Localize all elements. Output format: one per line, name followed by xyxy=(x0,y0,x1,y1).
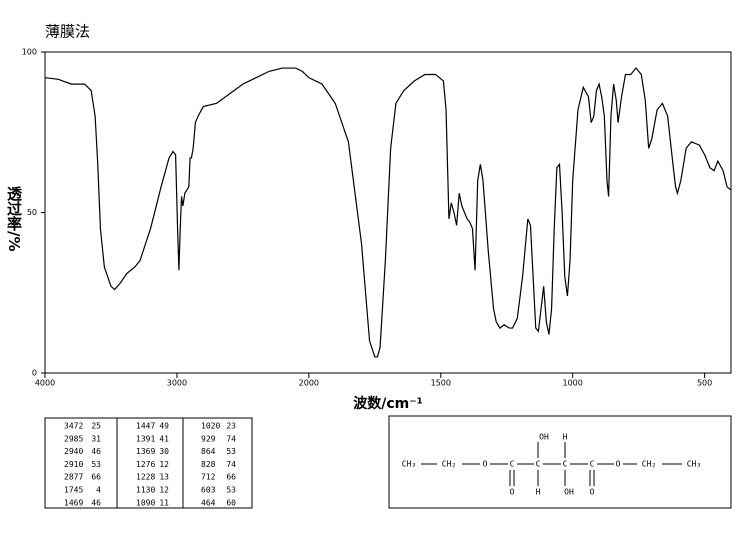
x-tick-label: 4000 xyxy=(35,379,55,388)
table-cell: 2877 xyxy=(64,473,83,482)
y-tick-label: 0 xyxy=(32,369,37,378)
table-cell: 25 xyxy=(91,422,101,431)
table-cell: 712 xyxy=(201,473,216,482)
table-cell: 1391 xyxy=(136,434,155,443)
table-cell: 1020 xyxy=(201,422,220,431)
table-cell: 2940 xyxy=(64,447,83,456)
atom-label: O xyxy=(616,460,621,469)
atom-label: CH₃ xyxy=(687,460,701,469)
atom-label: C xyxy=(590,460,595,469)
table-cell: 53 xyxy=(91,460,101,469)
table-cell: 11 xyxy=(159,498,169,507)
chart-title: 薄膜法 xyxy=(45,23,90,41)
table-cell: 60 xyxy=(226,498,236,507)
table-cell: 603 xyxy=(201,486,216,495)
atom-label: OH xyxy=(539,433,549,442)
atom-label: OH xyxy=(564,488,574,497)
x-tick-label: 500 xyxy=(697,379,712,388)
table-cell: 23 xyxy=(226,422,236,431)
y-tick-label: 100 xyxy=(22,48,37,57)
atom-label: H xyxy=(536,488,541,497)
table-cell: 46 xyxy=(91,498,101,507)
table-cell: 929 xyxy=(201,434,216,443)
atom-label: O xyxy=(590,488,595,497)
structure-frame xyxy=(388,415,732,509)
x-tick-label: 1000 xyxy=(563,379,583,388)
table-cell: 1228 xyxy=(136,473,155,482)
table-cell: 30 xyxy=(159,447,169,456)
table-cell: 1745 xyxy=(64,486,83,495)
table-cell: 46 xyxy=(91,447,101,456)
atom-label: C xyxy=(510,460,515,469)
structure xyxy=(388,415,732,509)
table-cell: 1090 xyxy=(136,498,155,507)
table-cell: 4 xyxy=(96,486,101,495)
table-cell: 49 xyxy=(159,422,169,431)
x-tick-label: 3000 xyxy=(167,379,187,388)
table-cell: 2985 xyxy=(64,434,83,443)
x-tick-label: 1500 xyxy=(431,379,451,388)
table-cell: 53 xyxy=(226,447,236,456)
atom-label: CH₂ xyxy=(642,460,656,469)
spectrum-line xyxy=(44,67,732,358)
atom-label: H xyxy=(563,433,568,442)
x-tick-label: 2000 xyxy=(299,379,319,388)
table-cell: 66 xyxy=(91,473,101,482)
table-cell: 3472 xyxy=(64,422,83,431)
y-axis-label: 透过率/% xyxy=(5,186,23,252)
table-cell: 1276 xyxy=(136,460,155,469)
table-cell: 864 xyxy=(201,447,216,456)
y-tick-label: 50 xyxy=(27,208,37,217)
table-cell: 53 xyxy=(226,486,236,495)
table-frame xyxy=(44,417,253,509)
table-cell: 31 xyxy=(91,434,101,443)
atom-label: CH₃ xyxy=(402,460,416,469)
table-cell: 74 xyxy=(226,460,236,469)
atom-label: O xyxy=(483,460,488,469)
peak-table xyxy=(44,417,253,509)
atom-label: C xyxy=(563,460,568,469)
table-cell: 2910 xyxy=(64,460,83,469)
atom-label: CH₂ xyxy=(442,460,456,469)
x-axis-label: 波数/cm⁻¹ xyxy=(353,395,423,412)
table-cell: 464 xyxy=(201,498,216,507)
table-cell: 1469 xyxy=(64,498,83,507)
table-cell: 13 xyxy=(159,473,169,482)
atom-label: O xyxy=(510,488,515,497)
atom-label: C xyxy=(536,460,541,469)
table-cell: 12 xyxy=(159,486,169,495)
table-cell: 12 xyxy=(159,460,169,469)
table-cell: 1130 xyxy=(136,486,155,495)
table-cell: 41 xyxy=(159,434,169,443)
table-cell: 74 xyxy=(226,434,236,443)
table-cell: 66 xyxy=(226,473,236,482)
table-cell: 1447 xyxy=(136,422,155,431)
table-cell: 1369 xyxy=(136,447,155,456)
table-cell: 828 xyxy=(201,460,216,469)
